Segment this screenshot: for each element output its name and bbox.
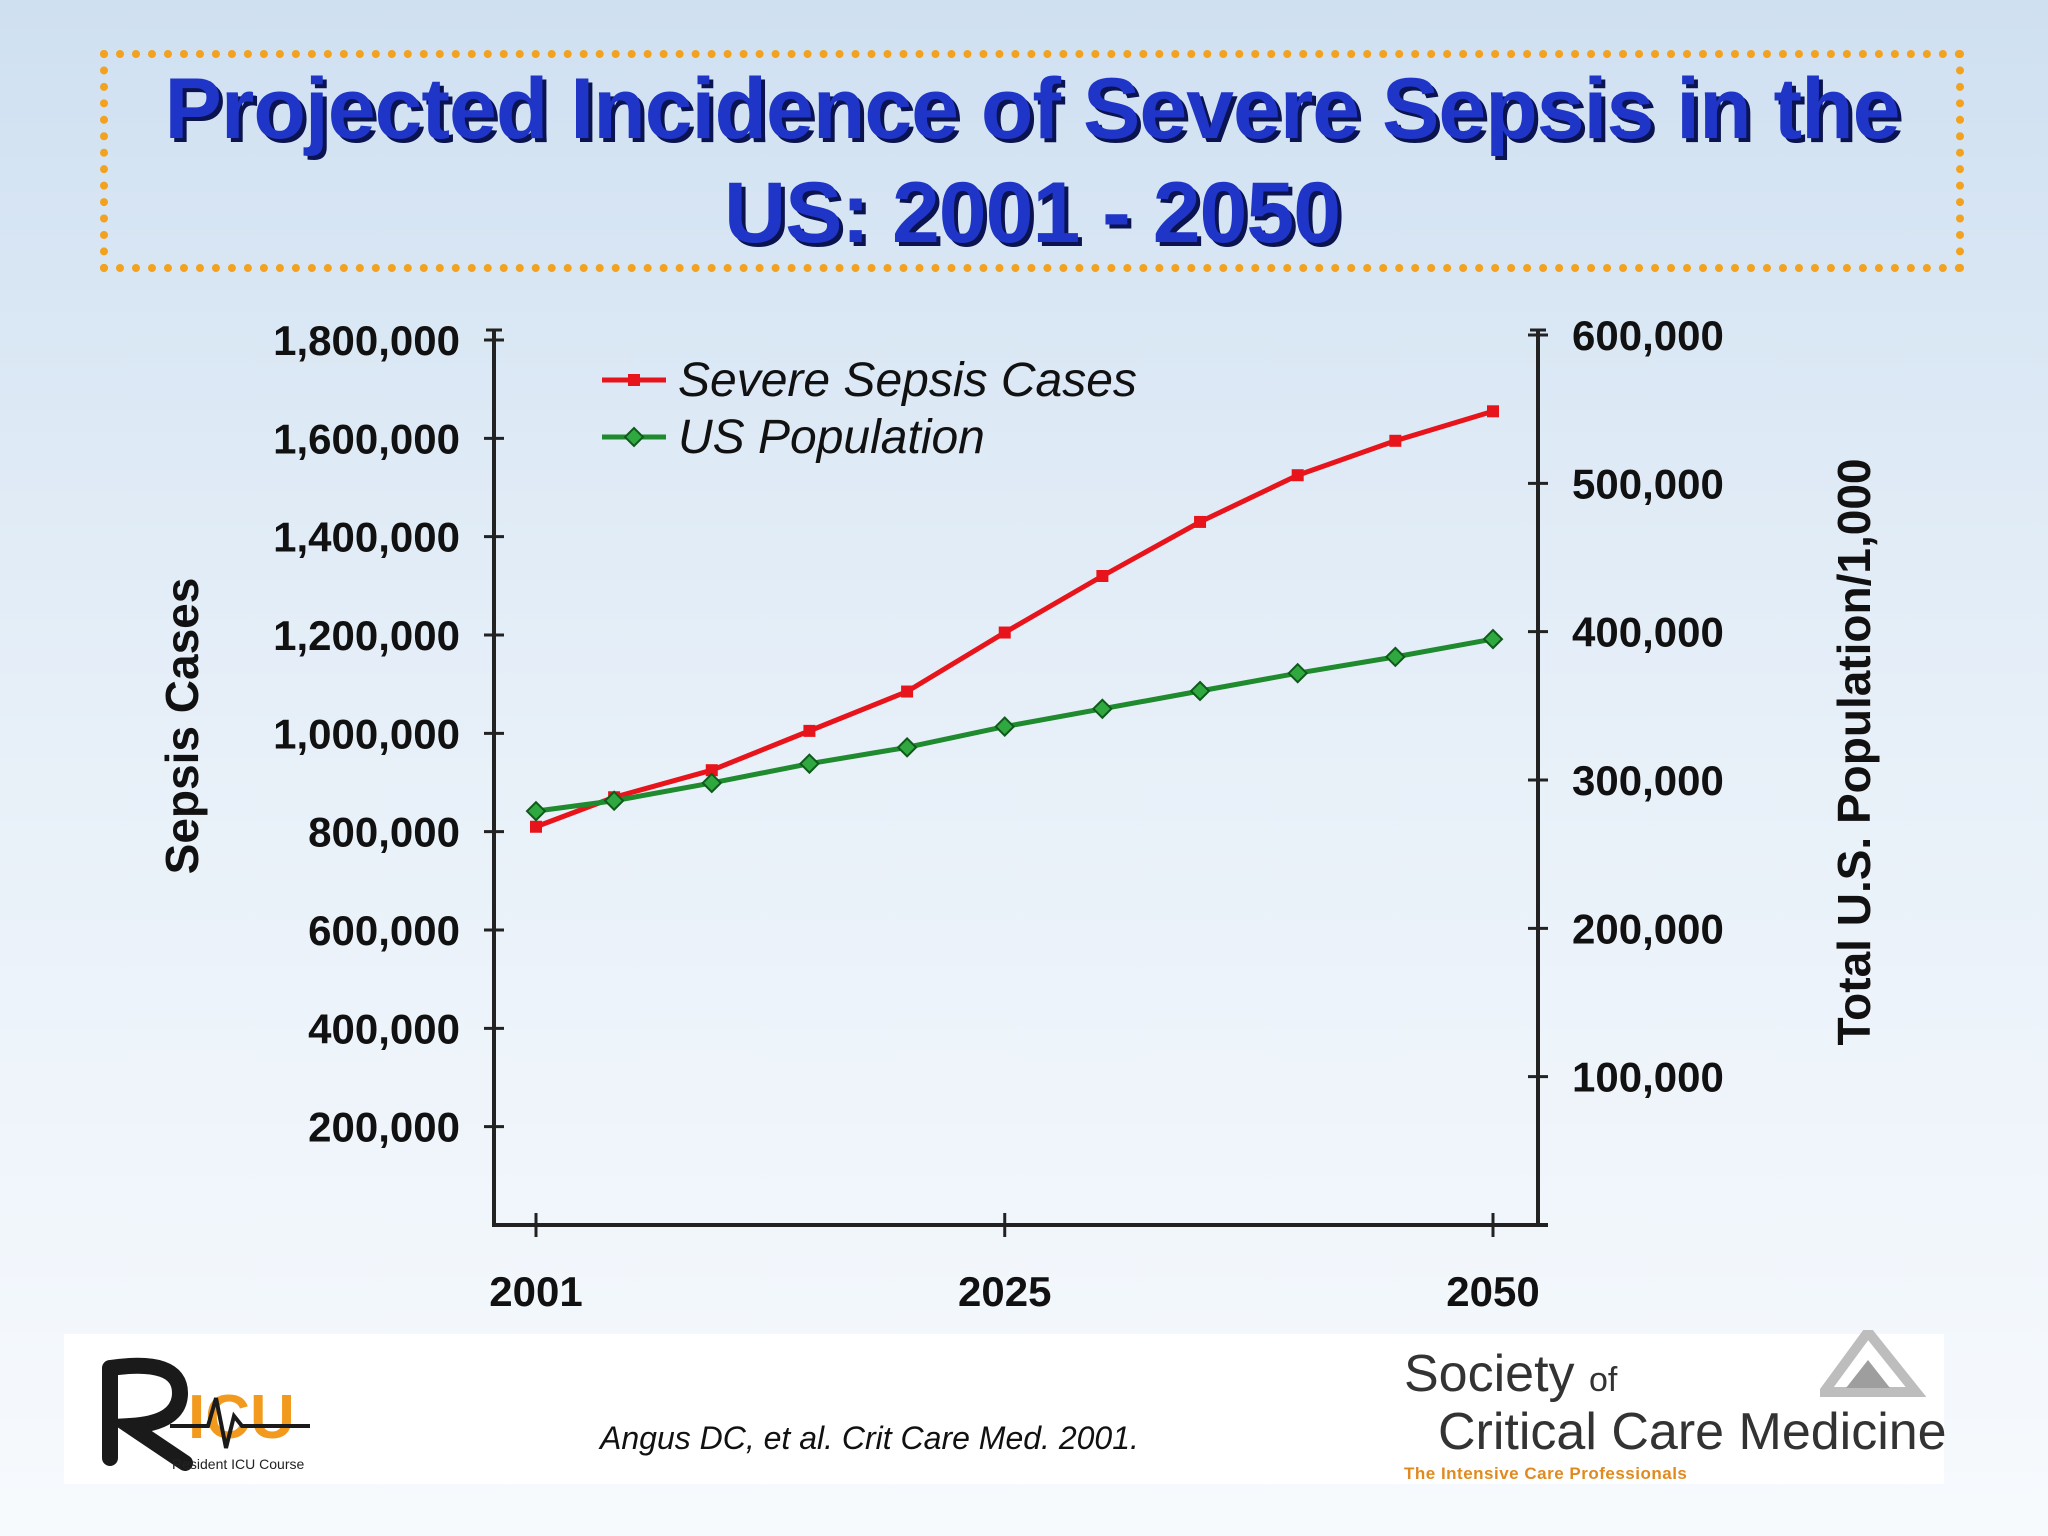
sepsis-chart: 200,000 400,000 600,000 800,000 1,000,000 1,2… (156, 312, 1880, 1388)
x-tick-label: 2025 (958, 1268, 1051, 1315)
population-point (701, 772, 723, 794)
sccm-logo: Society of Critical Care Medicine The In… (1400, 1330, 1947, 1490)
y-tick-label-left: 1,400,000 (273, 514, 460, 561)
logo-mark-text: ICU (188, 1383, 295, 1452)
sepsis-point (1389, 434, 1402, 447)
y-tick-label-left: 800,000 (308, 809, 460, 856)
citation: Angus DC, et al. Crit Care Med. 2001. (600, 1420, 1139, 1456)
sepsis-point (530, 820, 542, 833)
population-point (799, 753, 820, 775)
legend-label-population: US Population (678, 411, 985, 464)
population-point (1384, 646, 1406, 668)
series-line-population (535, 636, 1494, 814)
population-point (1287, 662, 1309, 684)
sepsis-point (998, 626, 1011, 639)
sepsis-point (1194, 515, 1207, 528)
sccm-of-word: of (1588, 1361, 1618, 1399)
sccm-name-text: Critical Care Medicine (1438, 1403, 1947, 1461)
population-point (896, 736, 918, 758)
y-tick-label-left: 1,600,000 (273, 415, 460, 462)
population-point (1091, 698, 1113, 720)
series-line-sepsis (535, 408, 1494, 830)
y-axis-title-right: Total U.S. Population/1,000 (1828, 458, 1880, 1045)
legend-label-sepsis: Severe Sepsis Cases (678, 354, 1137, 407)
sepsis-point (1291, 469, 1304, 482)
y-tick-label-left: 1,000,000 (273, 710, 460, 757)
y-tick-label-left: 1,800,000 (273, 317, 460, 364)
population-point (1189, 680, 1211, 702)
y-tick-label-right: 300,000 (1572, 757, 1724, 804)
sepsis-point (803, 724, 816, 737)
page-title: Projected Incidence of Severe Sepsis in … (164, 61, 1901, 261)
population-point (525, 800, 547, 822)
footer-band (64, 1334, 1944, 1484)
x-tick-label: 2001 (489, 1268, 582, 1315)
sccm-society-text: Society of (1404, 1344, 1617, 1404)
population-point (1482, 628, 1504, 650)
y-tick-label-left: 200,000 (308, 1104, 460, 1151)
legend-marker-sepsis (628, 374, 640, 386)
sepsis-point (901, 685, 914, 698)
y-tick-label-right: 500,000 (1572, 460, 1724, 507)
y-tick-label-left: 1,200,000 (273, 612, 460, 659)
population-point (603, 790, 625, 812)
y-tick-label-right: 600,000 (1572, 312, 1724, 359)
resident-icu-logo: ICU Resident ICU Course (102, 1357, 310, 1472)
y-axis-title-left: Sepsis Cases (156, 578, 208, 875)
sepsis-point (1096, 570, 1109, 582)
x-tick-label: 2050 (1446, 1268, 1539, 1315)
legend-marker-population (623, 426, 645, 448)
sccm-triangle-icon (1820, 1330, 1927, 1397)
sccm-tagline: The Intensive Care Professionals (1404, 1464, 1688, 1483)
y-tick-label-right: 200,000 (1572, 905, 1724, 952)
sepsis-point (1487, 405, 1499, 418)
logo-caption: Resident ICU Course (172, 1456, 304, 1472)
y-tick-label-left: 400,000 (308, 1005, 460, 1052)
y-tick-label-left: 600,000 (308, 907, 460, 954)
title-box: Projected Incidence of Severe Sepsis in … (100, 50, 1964, 272)
population-point (994, 716, 1016, 738)
y-tick-label-right: 100,000 (1572, 1054, 1724, 1101)
sccm-society-word: Society (1404, 1345, 1575, 1403)
y-tick-label-right: 400,000 (1572, 609, 1724, 656)
sepsis-point (705, 764, 718, 777)
